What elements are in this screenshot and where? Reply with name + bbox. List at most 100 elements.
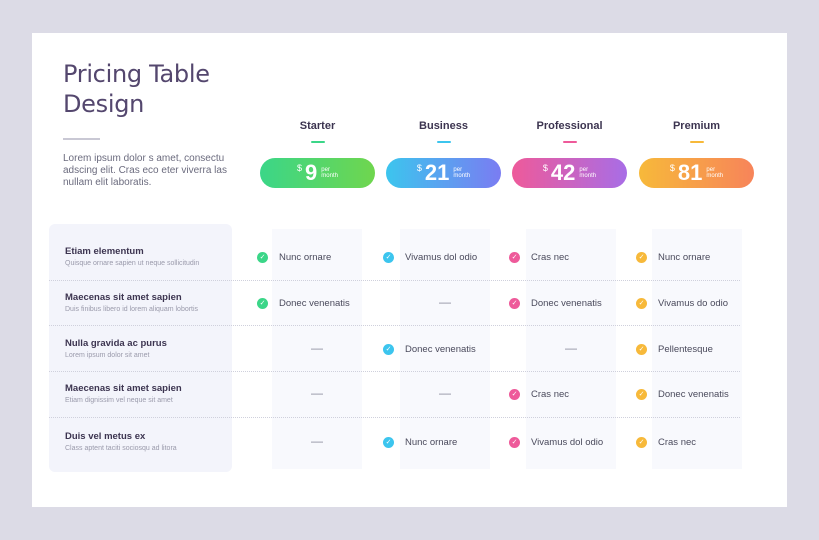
plan-name: Professional [536, 120, 603, 132]
feature-row-label: Maecenas sit amet sapien Duis finibus lib… [65, 292, 235, 315]
feature-cell-text: Nunc ornare [405, 436, 458, 448]
feature-title: Duis vel metus ex [65, 431, 146, 442]
feature-cell-text: Cras nec [531, 251, 570, 263]
check-icon: ✓ [257, 297, 268, 309]
check-icon: ✓ [509, 297, 520, 309]
check-icon: ✓ [636, 388, 647, 400]
check-icon: ✓ [636, 297, 647, 309]
check-icon: ✓ [509, 251, 520, 263]
feature-row-label: Nulla gravida ac purus Lorem ipsum dolor … [65, 338, 235, 361]
feature-cell-text: Donec venenatis [405, 343, 476, 355]
not-included-dash: — [311, 386, 323, 400]
intro-text: Lorem ipsum dolor s amet, consectu adsci… [63, 153, 227, 188]
plan-name: Premium [672, 120, 721, 132]
currency-symbol: $ [416, 163, 422, 173]
title-line-1: Pricing Table [63, 60, 210, 88]
check-icon: ✓ [636, 436, 647, 448]
column-band-premium [652, 229, 742, 469]
row-divider [49, 417, 740, 418]
period-per: per [453, 167, 463, 173]
feature-cell-text: Pellentesque [658, 343, 713, 355]
price-pill-starter[interactable]: $9 per month [260, 158, 375, 188]
price-amount: 9 [305, 160, 318, 185]
check-icon: ✓ [383, 251, 394, 263]
page-title: Pricing Table Design [63, 59, 210, 119]
title-line-2: Design [63, 90, 145, 118]
feature-cell-text: Donec venenatis [531, 297, 602, 309]
price-amount: 21 [424, 160, 450, 185]
feature-subtitle: Etiam dignissim vel neque sit amet [65, 397, 173, 404]
feature-title: Etiam elementum [65, 246, 144, 257]
period-month: month [321, 173, 338, 179]
column-band-starter [272, 229, 362, 469]
plan-business: Business $21 per month [386, 119, 501, 188]
feature-cell: ✓ Vivamus do odio [636, 296, 728, 310]
check-icon: ✓ [509, 388, 520, 400]
feature-cell-text: Vivamus dol odio [405, 251, 478, 263]
not-included-dash: — [439, 295, 451, 309]
plan-accent-line [436, 141, 451, 143]
currency-symbol: $ [542, 163, 548, 173]
feature-cell: ✓ Nunc ornare [636, 250, 710, 264]
not-included-dash: — [439, 386, 451, 400]
price-period: per month [453, 167, 470, 179]
column-band-business [400, 229, 490, 469]
currency-symbol: $ [297, 163, 303, 173]
row-divider [49, 280, 740, 281]
feature-cell-text: Cras nec [658, 436, 697, 448]
feature-title: Nulla gravida ac purus [65, 338, 167, 349]
row-divider [49, 371, 740, 372]
check-icon: ✓ [509, 436, 520, 448]
feature-cell: ✓ Cras nec [509, 387, 569, 401]
feature-cell-text: Donec venenatis [279, 297, 350, 309]
feature-cell: ✓ Donec venenatis [509, 296, 602, 310]
feature-cell: ✓ Donec venenatis [383, 342, 476, 356]
check-icon: ✓ [636, 251, 647, 263]
price-period: per month [579, 167, 596, 179]
feature-cell: ✓ Cras nec [636, 435, 696, 449]
feature-title: Maecenas sit amet sapien [65, 292, 182, 303]
plan-name: Business [419, 120, 468, 132]
plan-accent-line [689, 141, 704, 143]
price-pill-business[interactable]: $21 per month [386, 158, 501, 188]
price-pill-premium[interactable]: $81 per month [639, 158, 754, 188]
feature-cell: ✓ Cras nec [509, 250, 569, 264]
period-month: month [706, 173, 724, 179]
period-month: month [453, 173, 471, 179]
period-per: per [579, 167, 589, 173]
plan-accent-line [562, 141, 577, 143]
feature-cell-text: Vivamus do odio [658, 297, 729, 309]
plan-premium: Premium $81 per month [639, 119, 754, 188]
feature-subtitle: Quisque ornare sapien ut neque sollicitu… [65, 260, 200, 267]
row-divider [49, 325, 740, 326]
feature-title: Maecenas sit amet sapien [65, 383, 182, 394]
price-amount: 42 [550, 160, 576, 185]
price-amount: 81 [677, 160, 703, 185]
feature-cell-text: Cras nec [531, 388, 570, 400]
feature-row-label: Maecenas sit amet sapien Etiam dignissim … [65, 383, 235, 406]
feature-cell-text: Donec venenatis [658, 388, 729, 400]
feature-subtitle: Class aptent taciti sociosqu ad litora [65, 445, 177, 452]
plan-professional: Professional $42 per month [512, 119, 627, 188]
feature-row-label: Etiam elementum Quisque ornare sapien ut … [65, 246, 235, 269]
feature-cell: ✓ Pellentesque [636, 342, 713, 356]
price-pill-professional[interactable]: $42 per month [512, 158, 627, 188]
period-per: per [706, 167, 716, 173]
feature-cell-text: Nunc ornare [658, 251, 711, 263]
column-band-professional [526, 229, 616, 469]
feature-cell-text: Nunc ornare [279, 251, 332, 263]
feature-cell: ✓ Vivamus dol odio [509, 435, 603, 449]
not-included-dash: — [565, 341, 577, 355]
period-per: per [321, 167, 330, 173]
period-month: month [579, 173, 597, 179]
title-divider [63, 138, 100, 140]
feature-cell-text: Vivamus dol odio [531, 436, 604, 448]
price-period: per month [706, 167, 723, 179]
pricing-card: Pricing Table Design Lorem ipsum dolor s… [32, 33, 787, 507]
plan-name: Starter [299, 120, 336, 132]
feature-row-label: Duis vel metus ex Class aptent taciti soc… [65, 431, 235, 454]
feature-subtitle: Lorem ipsum dolor sit amet [65, 352, 150, 359]
feature-cell: ✓ Nunc ornare [257, 250, 331, 264]
plan-starter: Starter $9 per month [260, 119, 375, 188]
feature-cell: ✓ Nunc ornare [383, 435, 457, 449]
